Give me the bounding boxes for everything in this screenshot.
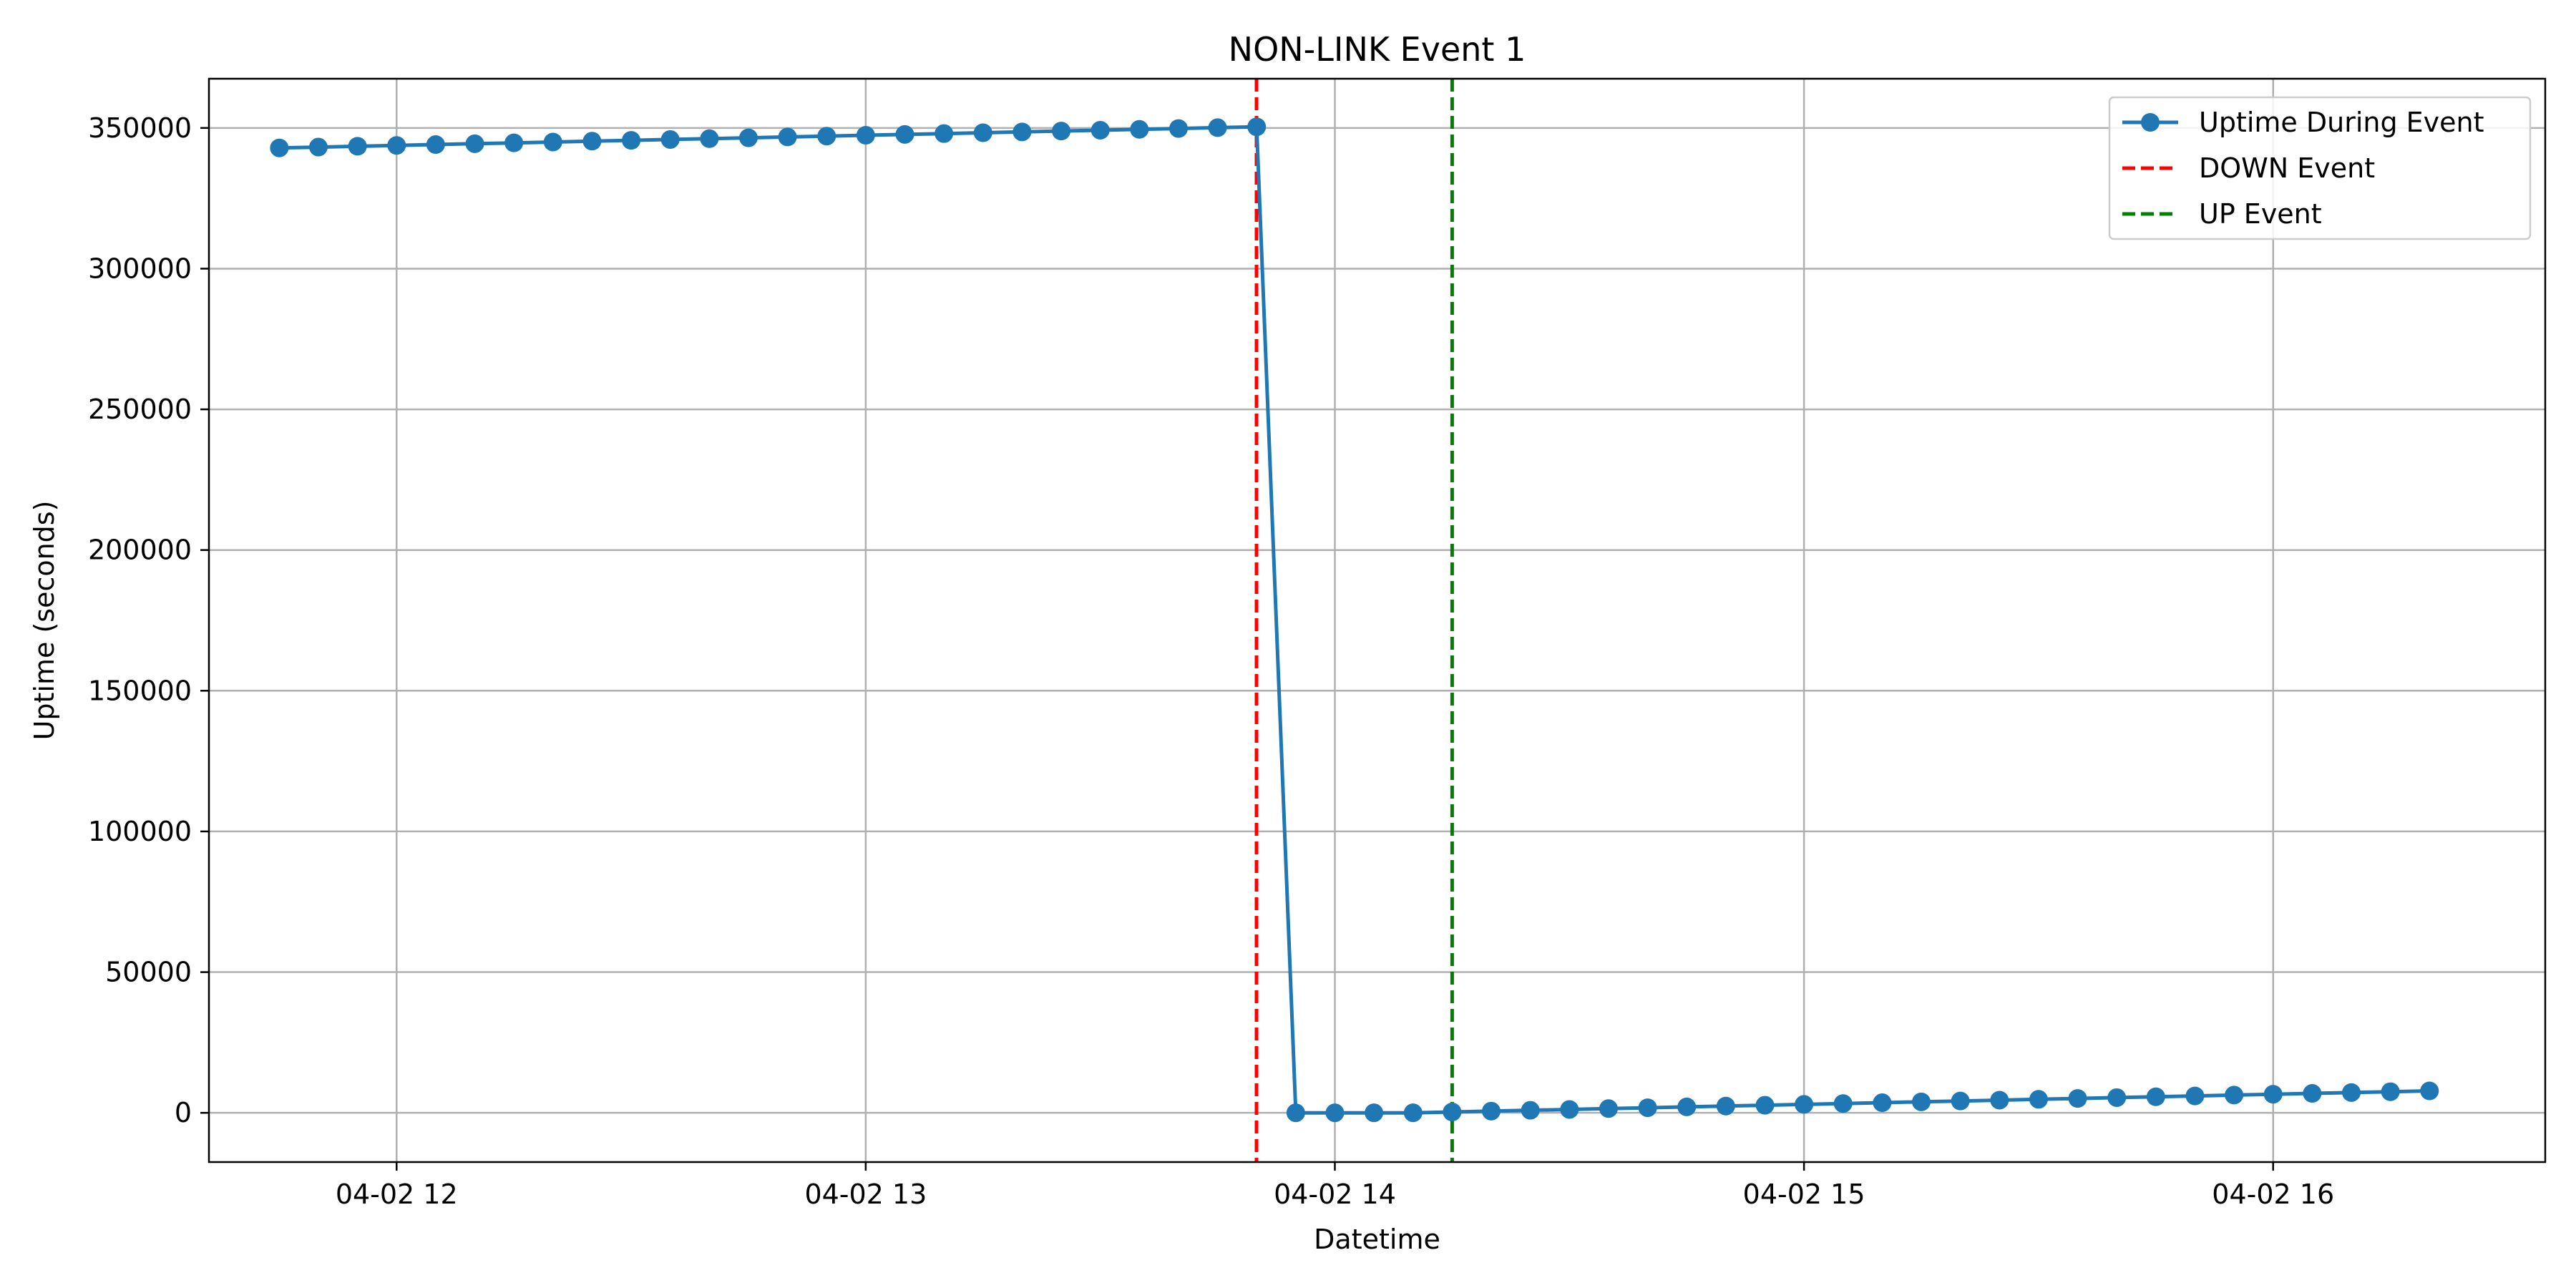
data-point (2185, 1086, 2205, 1106)
data-point (465, 134, 484, 153)
data-point (270, 138, 289, 157)
data-point (543, 132, 562, 152)
data-point (1247, 117, 1267, 137)
data-point (1560, 1100, 1579, 1119)
data-point (2225, 1085, 2244, 1105)
data-point (935, 124, 954, 143)
y-tick-label: 250000 (88, 394, 192, 425)
data-point (1443, 1103, 1462, 1122)
data-point (1365, 1103, 1384, 1123)
data-point (2420, 1081, 2439, 1101)
data-point (2029, 1090, 2048, 1109)
data-point (1169, 119, 1188, 138)
data-point (1013, 122, 1032, 142)
data-point (582, 132, 602, 151)
x-tick-label: 04-02 12 (336, 1179, 458, 1210)
data-point (1833, 1094, 1853, 1113)
y-tick-label: 150000 (88, 675, 192, 706)
x-tick-label: 04-02 13 (804, 1179, 927, 1210)
data-point (1325, 1103, 1345, 1123)
data-point (2381, 1082, 2400, 1101)
data-point (308, 137, 328, 157)
data-point (1208, 118, 1227, 137)
data-point (2303, 1084, 2322, 1103)
legend-label: UP Event (2199, 198, 2322, 230)
legend-label: Uptime During Event (2199, 107, 2484, 138)
data-point (1130, 119, 1149, 139)
data-point (426, 135, 445, 155)
x-axis-ticks: 04-02 12 04-02 13 04-02 14 04-02 15 04-02 16 (336, 1162, 2334, 1210)
x-axis-label: Datetime (1314, 1224, 1440, 1255)
data-point (1091, 120, 1110, 140)
data-point (895, 125, 914, 144)
legend: Uptime During Event DOWN Event UP Event (2108, 96, 2532, 240)
data-point (1755, 1096, 1775, 1115)
data-point (700, 129, 719, 148)
y-tick-label: 0 (175, 1097, 192, 1128)
chart-title: NON-LINK Event 1 (1229, 30, 1526, 69)
data-point (2068, 1089, 2087, 1108)
grid (209, 79, 2545, 1162)
legend-label: DOWN Event (2199, 152, 2375, 184)
y-axis-label: Uptime (seconds) (29, 501, 60, 741)
y-tick-label: 100000 (88, 816, 192, 847)
data-point (738, 128, 758, 147)
data-point (1990, 1091, 2009, 1110)
data-point (1599, 1099, 1618, 1118)
data-point (622, 131, 641, 150)
data-point (1482, 1101, 1501, 1121)
y-tick-label: 50000 (105, 957, 192, 988)
x-tick-label: 04-02 15 (1743, 1179, 1865, 1210)
x-tick-label: 04-02 14 (1274, 1179, 1396, 1210)
y-tick-label: 300000 (88, 253, 192, 284)
data-point (1052, 122, 1071, 141)
data-point (856, 126, 875, 145)
series-line (279, 125, 2430, 1115)
data-point (1951, 1091, 1970, 1111)
series (270, 117, 2439, 1123)
data-point (778, 127, 797, 147)
y-tick-label: 350000 (88, 112, 192, 144)
data-point (973, 123, 992, 142)
data-point (1873, 1093, 1892, 1113)
data-point (817, 127, 836, 146)
data-point (1403, 1103, 1423, 1123)
data-point (2107, 1088, 2127, 1107)
data-point (1912, 1092, 1931, 1111)
legend-marker (2141, 113, 2160, 132)
data-point (660, 130, 680, 149)
data-point (504, 133, 524, 152)
data-point (1638, 1098, 1657, 1118)
y-tick-label: 200000 (88, 535, 192, 566)
data-point (2146, 1087, 2165, 1106)
data-point (348, 137, 367, 156)
event-lines (1254, 79, 1454, 1162)
data-point (1677, 1097, 1697, 1116)
plot-frame (208, 77, 2547, 1163)
data-point (2342, 1083, 2361, 1102)
x-tick-label: 04-02 16 (2212, 1179, 2334, 1210)
data-point (387, 136, 406, 155)
legend-box (2108, 96, 2532, 240)
data-point (1521, 1101, 1540, 1120)
y-axis-ticks: 0 50000 100000 150000 200000 250000 300000 3500… (88, 112, 209, 1128)
data-point (2263, 1085, 2283, 1104)
data-point (1795, 1095, 1814, 1114)
data-point (1286, 1103, 1305, 1123)
data-point (1716, 1096, 1735, 1116)
